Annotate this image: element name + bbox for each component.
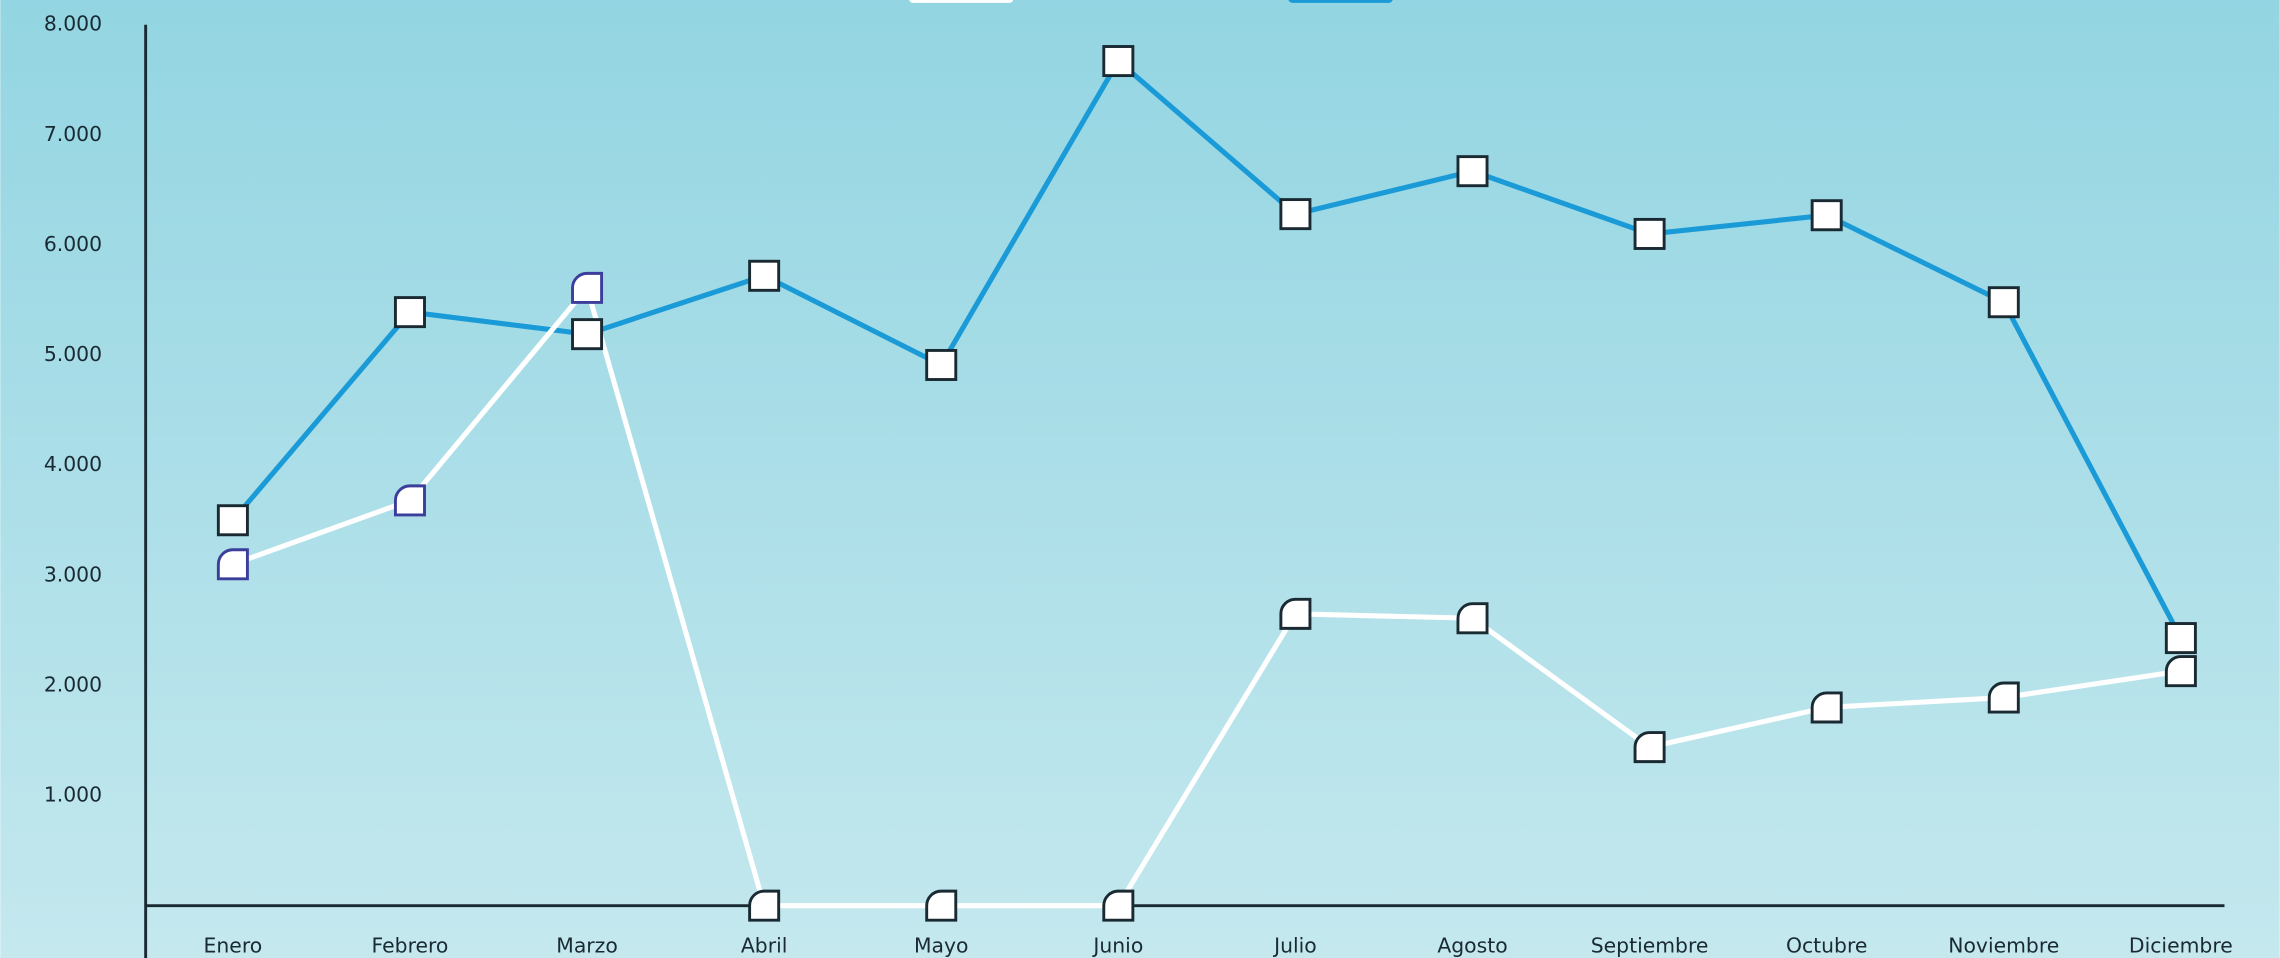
x-tick-label: Mayo [914, 933, 969, 957]
point-marker [925, 889, 958, 922]
y-tick-label: 2.000 [44, 672, 102, 696]
point-marker [216, 548, 249, 581]
point-marker [1633, 217, 1666, 250]
x-tick-label: Noviembre [1948, 933, 2059, 957]
y-tick-label: 3.000 [44, 562, 102, 586]
x-tick-label: Octubre [1786, 933, 1867, 957]
y-tick-label: 1.000 [44, 783, 102, 807]
point-marker [393, 296, 426, 329]
point-marker [216, 504, 249, 537]
x-tick-label: Diciembre [2129, 933, 2233, 957]
point-marker [1810, 199, 1843, 232]
point-marker [925, 348, 958, 381]
y-tick-label: 4.000 [44, 452, 102, 476]
y-tick-label: 8.000 [44, 12, 102, 36]
point-marker [1456, 155, 1489, 188]
point-marker [748, 889, 781, 922]
point-marker [1810, 691, 1843, 724]
point-marker [1456, 602, 1489, 635]
point-marker [1279, 198, 1312, 231]
point-marker [393, 484, 426, 517]
y-tick-label: 6.000 [44, 232, 102, 256]
x-tick-label: Julio [1272, 933, 1317, 957]
x-tick-label: Marzo [556, 933, 618, 957]
point-marker [1279, 597, 1312, 630]
point-marker [1102, 889, 1135, 922]
series-line [230, 57, 2184, 640]
point-marker [1102, 45, 1135, 78]
y-tick-label: 5.000 [44, 342, 102, 366]
point-marker [571, 318, 604, 351]
x-tick-label: Septiembre [1591, 933, 1709, 957]
point-marker [1987, 286, 2020, 319]
point-marker [2164, 655, 2197, 688]
point-marker [571, 271, 604, 304]
x-tick-label: Febrero [372, 933, 449, 957]
x-tick-label: Abril [741, 933, 787, 957]
y-tick-label: 7.000 [44, 122, 102, 146]
point-marker [1987, 681, 2020, 714]
x-tick-label: Junio [1091, 933, 1143, 957]
legend-swatch [1288, 0, 1393, 3]
series-line [232, 282, 2182, 909]
point-marker [748, 259, 781, 292]
legend-swatch [909, 0, 1014, 3]
x-tick-label: Enero [204, 933, 263, 957]
x-tick-label: Agosto [1437, 933, 1507, 957]
point-marker [2164, 622, 2197, 655]
point-marker [1633, 731, 1666, 764]
